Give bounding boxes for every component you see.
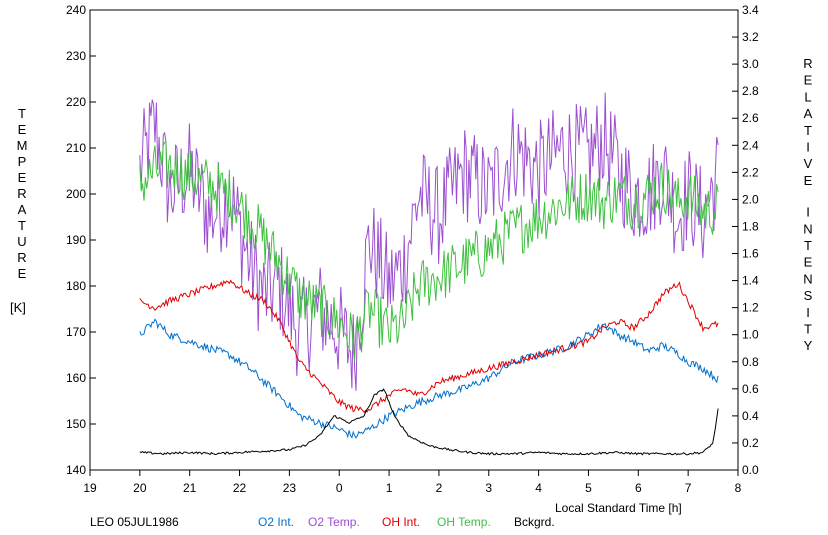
right-axis-title-letter: T: [804, 123, 812, 138]
legend-entry: O2 Int.: [258, 515, 294, 529]
left-axis-title-letter: A: [18, 202, 27, 217]
right-tick-label: 1.4: [742, 274, 759, 288]
left-tick-label: 210: [66, 141, 86, 155]
left-tick-label: 190: [66, 233, 86, 247]
right-axis-title-letter: T: [804, 238, 812, 253]
legend-entry: O2 Temp.: [308, 515, 360, 529]
station-label: LEO 05JUL1986: [90, 515, 179, 529]
left-tick-label: 230: [66, 49, 86, 63]
left-axis-title-letter: E: [18, 266, 27, 281]
series-line-oh-int: [139, 279, 719, 414]
x-tick-label: 4: [535, 481, 542, 495]
x-tick-label: 3: [485, 481, 492, 495]
left-axis-title-letter: E: [18, 170, 27, 185]
right-tick-label: 3.2: [742, 30, 759, 44]
right-axis-title-letter: I: [806, 140, 810, 155]
right-tick-label: 2.6: [742, 111, 759, 125]
right-axis-title-letter: T: [804, 322, 812, 337]
left-tick-label: 180: [66, 279, 86, 293]
right-axis-title-letter: I: [806, 305, 810, 320]
right-axis-title-letter: R: [803, 56, 812, 71]
right-axis-title-letter: E: [804, 73, 813, 88]
left-tick-label: 200: [66, 187, 86, 201]
right-tick-label: 0.4: [742, 409, 759, 423]
right-tick-label: 2.0: [742, 192, 759, 206]
left-axis-title-letter: R: [17, 250, 26, 265]
left-tick-label: 220: [66, 95, 86, 109]
right-tick-label: 1.8: [742, 219, 759, 233]
plot-frame: [89, 9, 739, 471]
right-tick-label: 3.4: [742, 3, 759, 17]
x-tick-label: 0: [336, 481, 343, 495]
right-axis-title-letter: E: [804, 255, 813, 270]
x-tick-label: 1: [386, 481, 393, 495]
legend-entry: Bckgrd.: [514, 515, 555, 529]
right-axis-title-letter: N: [803, 221, 812, 236]
left-axis-title-letter: R: [17, 186, 26, 201]
right-tick-label: 2.4: [742, 138, 759, 152]
series-line-bckgrd: [139, 388, 719, 456]
legend: O2 Int. O2 Temp. OH Int. OH Temp. Bckgrd.: [258, 515, 555, 529]
x-tick-label: 20: [133, 481, 147, 495]
x-tick-label: 2: [436, 481, 443, 495]
right-axis-title-letter: S: [804, 288, 813, 303]
x-tick-label: 21: [183, 481, 197, 495]
x-axis-ticks: 19 20 21 22 23 0 1 2 3 4 5 6 7 8: [83, 470, 742, 495]
left-axis-title-letter: M: [17, 138, 28, 153]
x-tick-label: 8: [735, 481, 742, 495]
right-axis-title-letter: N: [803, 271, 812, 286]
right-tick-label: 0.2: [742, 436, 759, 450]
x-tick-label: 19: [83, 481, 97, 495]
left-tick-label: 240: [66, 3, 86, 17]
right-tick-label: 1.0: [742, 328, 759, 342]
x-tick-label: 22: [233, 481, 247, 495]
series-layer: [139, 92, 719, 456]
left-tick-label: 150: [66, 417, 86, 431]
right-tick-label: 1.6: [742, 247, 759, 261]
left-axis-title-letter: E: [18, 122, 27, 137]
legend-entry: OH Int.: [382, 515, 420, 529]
right-tick-label: 3.0: [742, 57, 759, 71]
left-axis-title-letter: P: [18, 154, 27, 169]
left-axis-title-letter: U: [17, 234, 26, 249]
left-tick-label: 160: [66, 371, 86, 385]
right-axis-title-letter: E: [804, 173, 813, 188]
right-tick-label: 0.0: [742, 463, 759, 477]
series-line-o2-int: [139, 318, 719, 439]
left-axis-ticks: 140 150 160 170 180 190 200 210 220 230 240: [66, 3, 96, 477]
right-tick-label: 1.2: [742, 301, 759, 315]
left-axis-unit: [K]: [10, 300, 26, 315]
right-tick-label: 0.8: [742, 355, 759, 369]
right-axis-title-letter: Y: [804, 338, 813, 353]
x-tick-label: 6: [635, 481, 642, 495]
right-tick-label: 2.8: [742, 84, 759, 98]
left-tick-label: 170: [66, 325, 86, 339]
series-line-o2-temp: [139, 92, 719, 391]
right-axis-title-letter: A: [804, 106, 813, 121]
x-tick-label: 5: [585, 481, 592, 495]
right-tick-label: 2.2: [742, 165, 759, 179]
left-axis-title-letter: T: [18, 106, 26, 121]
right-tick-label: 0.6: [742, 382, 759, 396]
right-axis-title-letter: I: [806, 205, 810, 220]
series-line-oh-temp: [139, 141, 719, 362]
right-axis-title-letter: L: [804, 89, 811, 104]
legend-entry: OH Temp.: [437, 515, 491, 529]
right-axis-ticks: 0.0 0.2 0.4 0.6 0.8 1.0 1.2 1.4 1.6 1.8 2.0 2.2 2.4 2…: [732, 3, 759, 477]
right-axis-title-letter: V: [804, 156, 813, 171]
x-tick-label: 23: [283, 481, 297, 495]
left-tick-label: 140: [66, 463, 86, 477]
left-axis-title-letter: T: [18, 218, 26, 233]
x-axis-title: Local Standard Time [h]: [555, 501, 682, 515]
x-tick-label: 7: [685, 481, 692, 495]
